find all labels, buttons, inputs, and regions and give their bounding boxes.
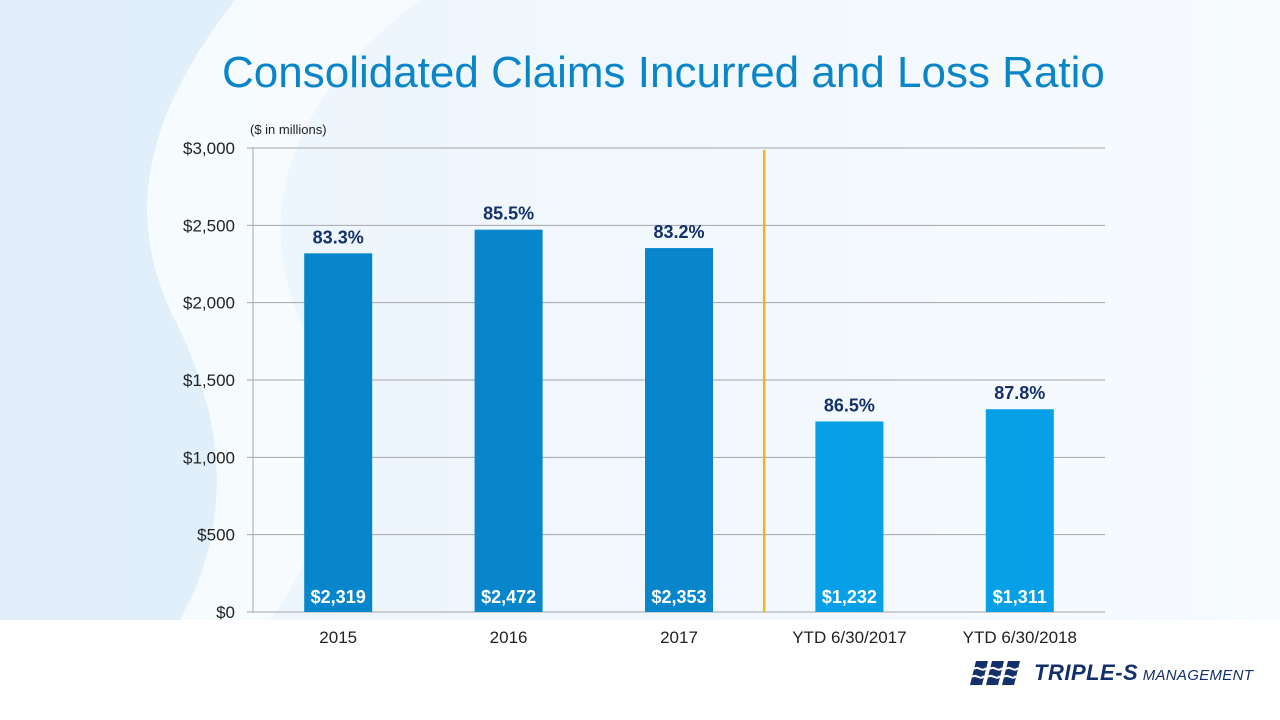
- x-axis-category-labels: 2015 2016 2017 YTD 6/30/2017 YTD 6/30/2018: [319, 628, 1077, 647]
- logo-sub-text: MANAGEMENT: [1142, 667, 1254, 684]
- x-category-label: 2017: [660, 628, 698, 647]
- y-tick-label: $3,000: [183, 139, 235, 158]
- bar: [645, 248, 713, 612]
- y-tick-label: $500: [197, 526, 235, 545]
- data-labels: $2,319 83.3% $2,472 85.5% $2,353 83.2% $1,232 8…: [311, 204, 1047, 607]
- y-tick-label: $2,000: [183, 294, 235, 313]
- logo-brand-text: TRIPLE-S: [1034, 660, 1139, 685]
- y-tick-label: $2,500: [183, 216, 235, 235]
- bar: [985, 409, 1054, 612]
- x-category-label: 2015: [319, 628, 357, 647]
- bars: [304, 229, 1054, 612]
- loss-ratio-label: 87.8%: [994, 383, 1045, 403]
- bar-value-label: $2,472: [481, 587, 536, 607]
- unit-note: ($ in millions): [250, 122, 327, 137]
- loss-ratio-label: 86.5%: [824, 395, 875, 415]
- loss-ratio-label: 85.5%: [483, 204, 534, 224]
- company-logo: TRIPLE-S MANAGEMENT: [968, 658, 1253, 688]
- bar: [815, 421, 884, 612]
- y-tick-label: $1,000: [183, 448, 235, 467]
- loss-ratio-label: 83.2%: [653, 222, 704, 242]
- bar: [474, 229, 543, 612]
- y-axis-tick-labels: $0 $500 $1,000 $1,500 $2,000 $2,500 $3,000: [183, 139, 235, 622]
- x-category-label: YTD 6/30/2017: [792, 628, 906, 647]
- bar-value-label: $1,311: [993, 587, 1047, 607]
- bar-value-label: $1,232: [822, 587, 877, 607]
- y-tick-label: $0: [216, 603, 235, 622]
- x-category-label: 2016: [490, 628, 528, 647]
- x-category-label: YTD 6/30/2018: [963, 628, 1077, 647]
- loss-ratio-label: 83.3%: [313, 227, 364, 247]
- page-title: Consolidated Claims Incurred and Loss Ra…: [222, 48, 1105, 97]
- bar-value-label: $2,319: [311, 587, 366, 607]
- bar: [304, 253, 373, 612]
- bar-value-label: $2,353: [651, 587, 706, 607]
- logo-stripes-icon: [970, 661, 1020, 685]
- y-tick-label: $1,500: [183, 371, 235, 390]
